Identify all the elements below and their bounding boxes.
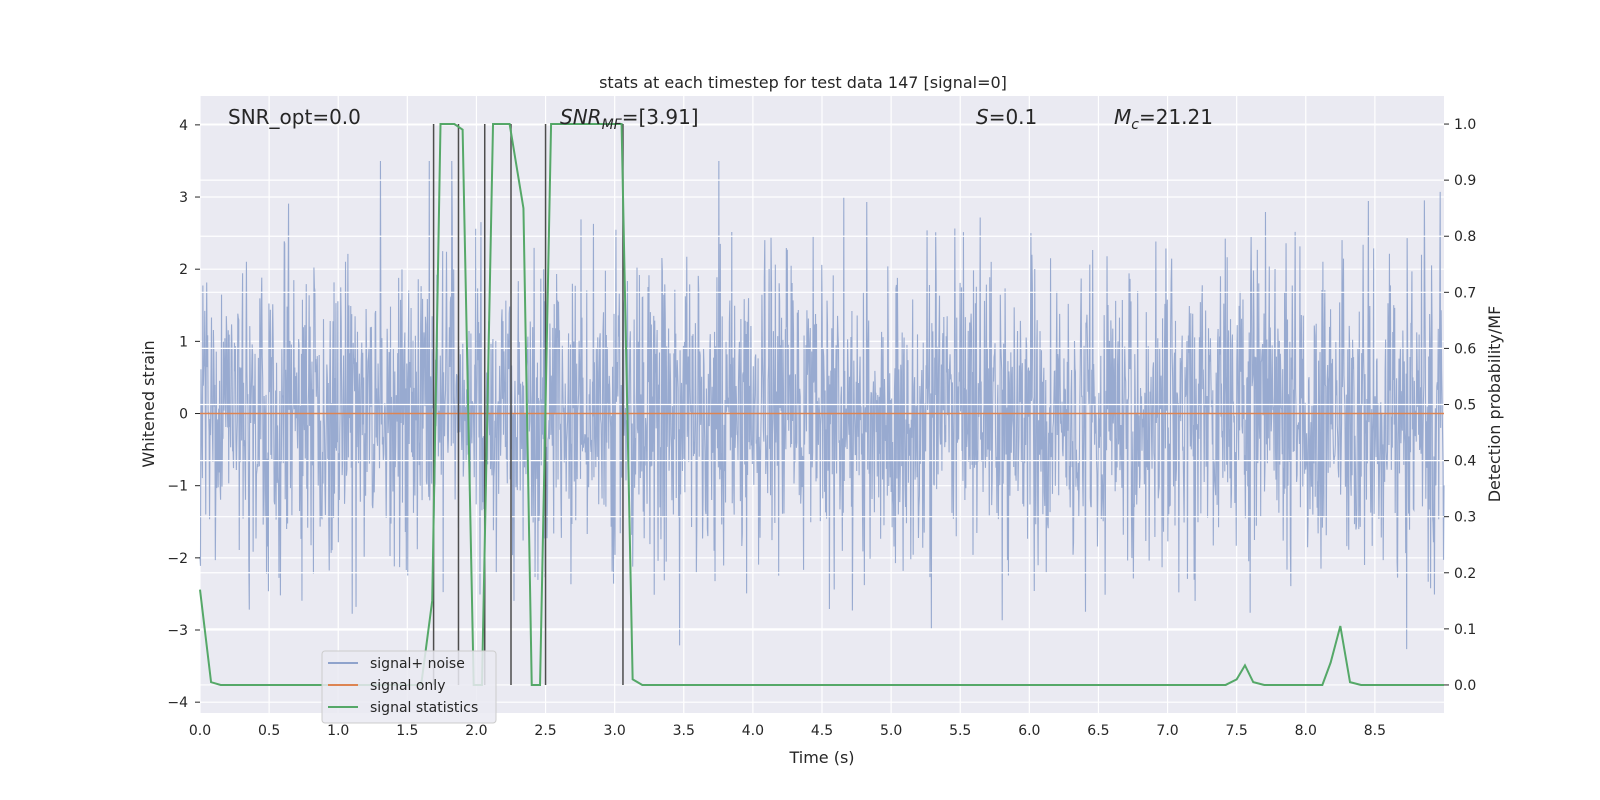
annotation-snr-mf-value: =[3.91] [622, 105, 699, 129]
x-tick-label: 0.0 [189, 723, 211, 739]
legend-label-signal-plus-noise: signal+ noise [370, 656, 465, 672]
x-tick-label: 6.5 [1087, 723, 1109, 739]
y-right-tick-label: 0.3 [1454, 510, 1476, 526]
x-tick-label: 1.0 [327, 723, 349, 739]
x-tick-label: 2.0 [465, 723, 487, 739]
y-left-tick-label: 2 [179, 262, 188, 278]
series-signal-statistics [199, 123, 1444, 686]
x-tick-label: 5.0 [880, 723, 902, 739]
x-tick-label: 5.5 [949, 723, 971, 739]
legend-box [321, 650, 497, 724]
y-right-tick-label: 0.0 [1454, 678, 1476, 694]
y-right-tick-label: 0.5 [1454, 398, 1476, 414]
x-tick-label: 7.5 [1226, 723, 1248, 739]
x-tick-label: 6.0 [1018, 723, 1040, 739]
chart-title: stats at each timestep for test data 147… [599, 73, 1007, 92]
annotation-snr-mf-sub: MF [602, 117, 623, 133]
y-left-axis-label: Whitened strain [139, 340, 158, 467]
legend-label-signal-statistics: signal statistics [370, 700, 478, 716]
y-right-tick-label: 0.6 [1454, 341, 1476, 357]
annotation-s-symbol: S [976, 105, 989, 129]
annotation-snr-mf: SNRMF=[3.91] [560, 105, 699, 133]
legend-label-signal-only: signal only [370, 678, 445, 694]
y-right-tick-label: 0.2 [1454, 566, 1476, 582]
x-tick-label: 2.5 [534, 723, 556, 739]
x-tick-label: 4.0 [742, 723, 764, 739]
y-left-axis-ticks: 4 3 2 1 0 −1 −2 −3 −4 [167, 118, 200, 711]
y-left-tick-label: −2 [167, 551, 188, 567]
y-left-tick-label: −4 [167, 695, 188, 711]
x-tick-label: 8.5 [1364, 723, 1386, 739]
y-right-tick-label: 0.1 [1454, 622, 1476, 638]
x-tick-label: 0.5 [258, 723, 280, 739]
x-axis-label: Time (s) [788, 748, 854, 767]
y-left-tick-label: 1 [179, 334, 188, 350]
annotation-snr-opt: SNR_opt=0.0 [228, 105, 361, 129]
y-right-axis-label: Detection probability/MF [1485, 306, 1504, 503]
legend: signal+ noise signal only signal statist… [321, 650, 497, 724]
annotation-mc: Mc=21.21 [1114, 105, 1213, 133]
y-left-tick-label: 4 [179, 118, 188, 134]
annotation-mc-main: M [1114, 105, 1131, 129]
annotation-snr-mf-main: SNR [560, 105, 602, 129]
x-tick-label: 1.5 [396, 723, 418, 739]
annotation-mc-sub: c [1131, 117, 1139, 133]
y-right-tick-label: 1.0 [1454, 117, 1476, 133]
x-tick-label: 8.0 [1295, 723, 1317, 739]
annotation-s-value: =0.1 [989, 105, 1038, 129]
y-left-tick-label: −3 [167, 623, 188, 639]
y-right-tick-label: 0.4 [1454, 454, 1476, 470]
signal-statistics-line [199, 123, 1444, 686]
x-axis-ticks: 0.0 0.5 1.0 1.5 2.0 2.5 3.0 3.5 4.0 4.5 5.0 5.5 6.0 6… [189, 723, 1386, 739]
annotation-s: S=0.1 [976, 105, 1037, 129]
y-right-axis-ticks: 1.0 0.9 0.8 0.7 0.6 0.5 0.4 0.3 0.2 0.1 0.0 [1444, 117, 1476, 694]
y-right-tick-label: 0.8 [1454, 229, 1476, 245]
y-left-tick-label: 3 [179, 190, 188, 206]
y-right-tick-label: 0.7 [1454, 285, 1476, 301]
x-tick-label: 3.5 [673, 723, 695, 739]
x-tick-label: 3.0 [604, 723, 626, 739]
x-tick-label: 4.5 [811, 723, 833, 739]
y-left-tick-label: −1 [167, 479, 188, 495]
x-tick-label: 7.0 [1156, 723, 1178, 739]
annotations: SNR_opt=0.0 SNRMF=[3.91] S=0.1 Mc=21.21 [228, 105, 1213, 133]
y-left-tick-label: 0 [179, 407, 188, 423]
annotation-mc-value: =21.21 [1139, 105, 1213, 129]
y-right-tick-label: 0.9 [1454, 173, 1476, 189]
